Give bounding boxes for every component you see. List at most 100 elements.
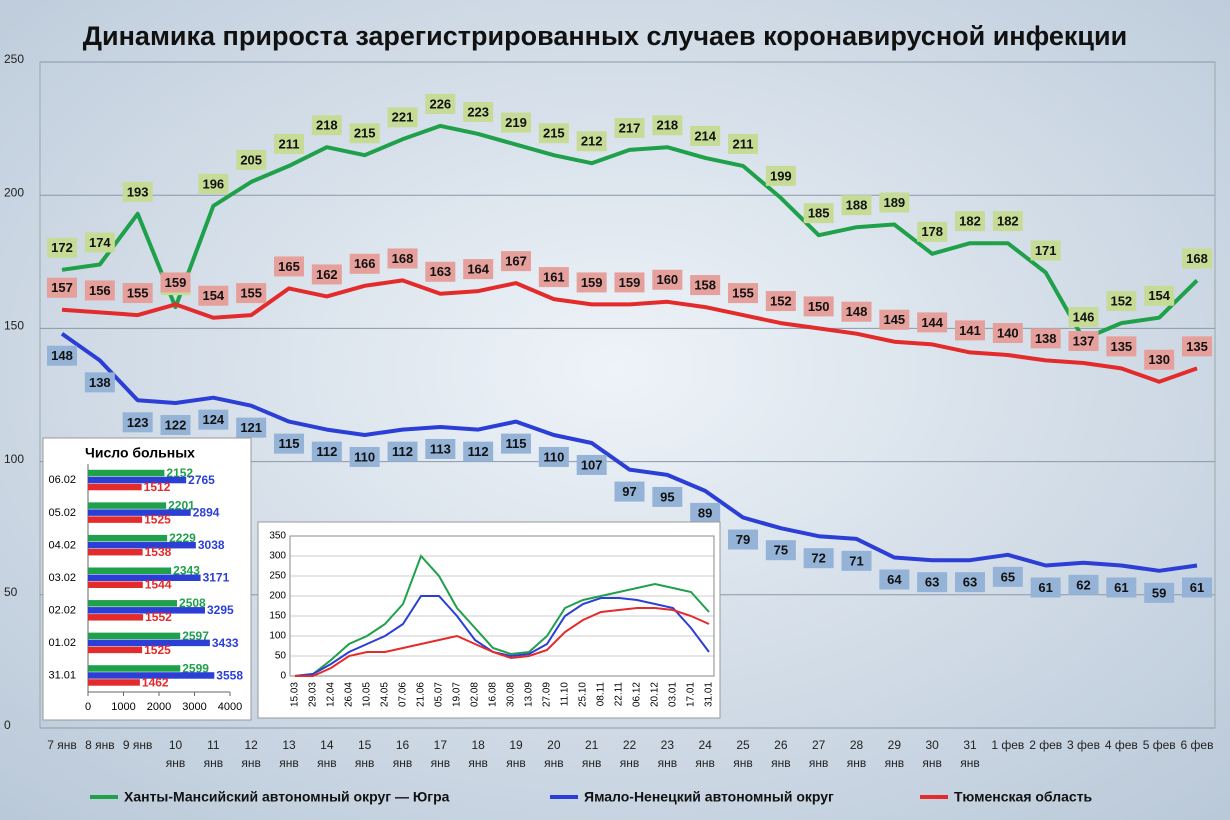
data-label: 167 xyxy=(505,254,527,269)
data-label: 159 xyxy=(619,275,641,290)
data-label: 1525 xyxy=(144,513,171,527)
y-tick-label: 31.01 xyxy=(48,670,76,682)
data-label: 2508 xyxy=(179,596,206,610)
bar xyxy=(88,607,205,614)
data-label-box xyxy=(765,540,796,561)
data-label-box xyxy=(917,221,948,242)
data-label: 2894 xyxy=(193,506,220,520)
data-label-box xyxy=(349,446,380,467)
data-label: 3171 xyxy=(203,571,230,585)
x-tick-label: 26.04 xyxy=(344,682,355,707)
data-label: 130 xyxy=(1148,352,1170,367)
x-tick-label: 06.12 xyxy=(632,682,643,707)
bar xyxy=(88,646,143,654)
data-label: 159 xyxy=(165,275,187,290)
data-label: 150 xyxy=(808,299,830,314)
x-tick-label: 27.09 xyxy=(542,682,553,707)
y-tick-label: 06.02 xyxy=(48,474,76,486)
data-label: 157 xyxy=(51,280,73,295)
x-tick-label: 20.12 xyxy=(650,682,661,707)
bar xyxy=(88,548,143,556)
x-tick-label: 1 фев xyxy=(991,738,1024,752)
x-tick-label-line: 22 xyxy=(623,738,637,752)
data-label-box xyxy=(1030,240,1061,261)
data-label: 79 xyxy=(736,532,750,547)
data-label-box xyxy=(690,125,721,146)
x-tick-label: 13 янв xyxy=(279,738,299,770)
data-label-box xyxy=(501,112,531,133)
plot-area xyxy=(289,535,715,677)
x-tick-label-line: янв xyxy=(847,756,867,770)
data-label: 2599 xyxy=(182,661,209,675)
data-label: 218 xyxy=(656,118,678,133)
x-tick-label-line: 18 xyxy=(471,738,485,752)
data-label-box xyxy=(614,272,645,293)
y-tick-label: 03.02 xyxy=(48,572,76,584)
data-label: 124 xyxy=(202,412,224,427)
data-label-box xyxy=(728,283,758,304)
data-label: 137 xyxy=(1073,333,1095,348)
x-tick-label: 12.04 xyxy=(326,682,337,707)
x-tick-label-line: янв xyxy=(733,756,753,770)
x-tick-label-line: 10 xyxy=(169,738,183,752)
x-tick-label: 22.11 xyxy=(614,682,625,707)
data-label: 182 xyxy=(997,214,1019,229)
data-label: 122 xyxy=(165,417,187,432)
data-label: 2343 xyxy=(173,564,200,578)
data-label-box xyxy=(576,131,607,152)
x-tick-label: 27 янв xyxy=(809,738,829,770)
bar xyxy=(88,600,178,607)
x-tick-label-line: 26 xyxy=(774,738,788,752)
x-tick-label-line: янв xyxy=(885,756,905,770)
data-label-box xyxy=(425,438,456,459)
data-label: 2229 xyxy=(169,531,196,545)
data-label: 62 xyxy=(1076,577,1090,592)
data-label-box xyxy=(879,309,910,330)
data-label: 205 xyxy=(240,152,262,167)
legend-label: Ханты-Мансийский автономный округ — Югра xyxy=(124,789,450,805)
x-tick-label: 1000 xyxy=(111,701,135,713)
x-tick-label: 02.08 xyxy=(470,682,481,707)
data-label-box xyxy=(1068,331,1099,352)
bar xyxy=(88,567,172,574)
data-label: 1462 xyxy=(142,675,169,689)
data-label: 152 xyxy=(770,294,792,309)
data-label: 140 xyxy=(997,325,1019,340)
data-label-box xyxy=(652,115,683,136)
data-label: 146 xyxy=(1073,309,1095,324)
data-label: 156 xyxy=(89,283,111,298)
x-tick-label: 11 янв xyxy=(204,738,224,770)
bar xyxy=(88,672,215,679)
y-tick-label: 50 xyxy=(275,651,287,662)
data-label-box xyxy=(236,417,267,438)
data-label: 226 xyxy=(429,96,451,111)
x-tick-label: 17 янв xyxy=(431,738,451,770)
data-label: 1512 xyxy=(144,480,171,494)
data-label: 121 xyxy=(240,420,262,435)
data-label: 189 xyxy=(883,195,905,210)
data-label: 3433 xyxy=(212,636,239,650)
data-label-box xyxy=(198,409,229,430)
y-tick-label: 250 xyxy=(4,52,24,66)
data-label-box xyxy=(576,454,607,475)
x-tick-label: 9 янв xyxy=(123,738,153,752)
x-tick-label-line: 20 xyxy=(547,738,561,752)
y-tick-label: 02.02 xyxy=(48,604,76,616)
data-label: 221 xyxy=(392,110,414,125)
data-label: 107 xyxy=(581,457,603,472)
data-label: 193 xyxy=(127,184,149,199)
data-label: 65 xyxy=(1001,569,1015,584)
x-tick-label: 13.09 xyxy=(524,682,535,707)
data-label-box xyxy=(311,441,342,462)
data-label: 115 xyxy=(279,436,300,451)
y-tick-label: 04.02 xyxy=(48,539,76,551)
y-tick-label: 100 xyxy=(269,631,286,642)
x-tick-label-line: 29 xyxy=(888,738,902,752)
x-tick-label: 31.01 xyxy=(704,682,715,707)
x-tick-label: 24.05 xyxy=(380,682,391,707)
x-tick-label-line: янв xyxy=(279,756,299,770)
y-tick-label: 01.02 xyxy=(48,637,76,649)
x-tick-label: 11.10 xyxy=(560,682,571,707)
x-tick-label: 30.08 xyxy=(506,682,517,707)
